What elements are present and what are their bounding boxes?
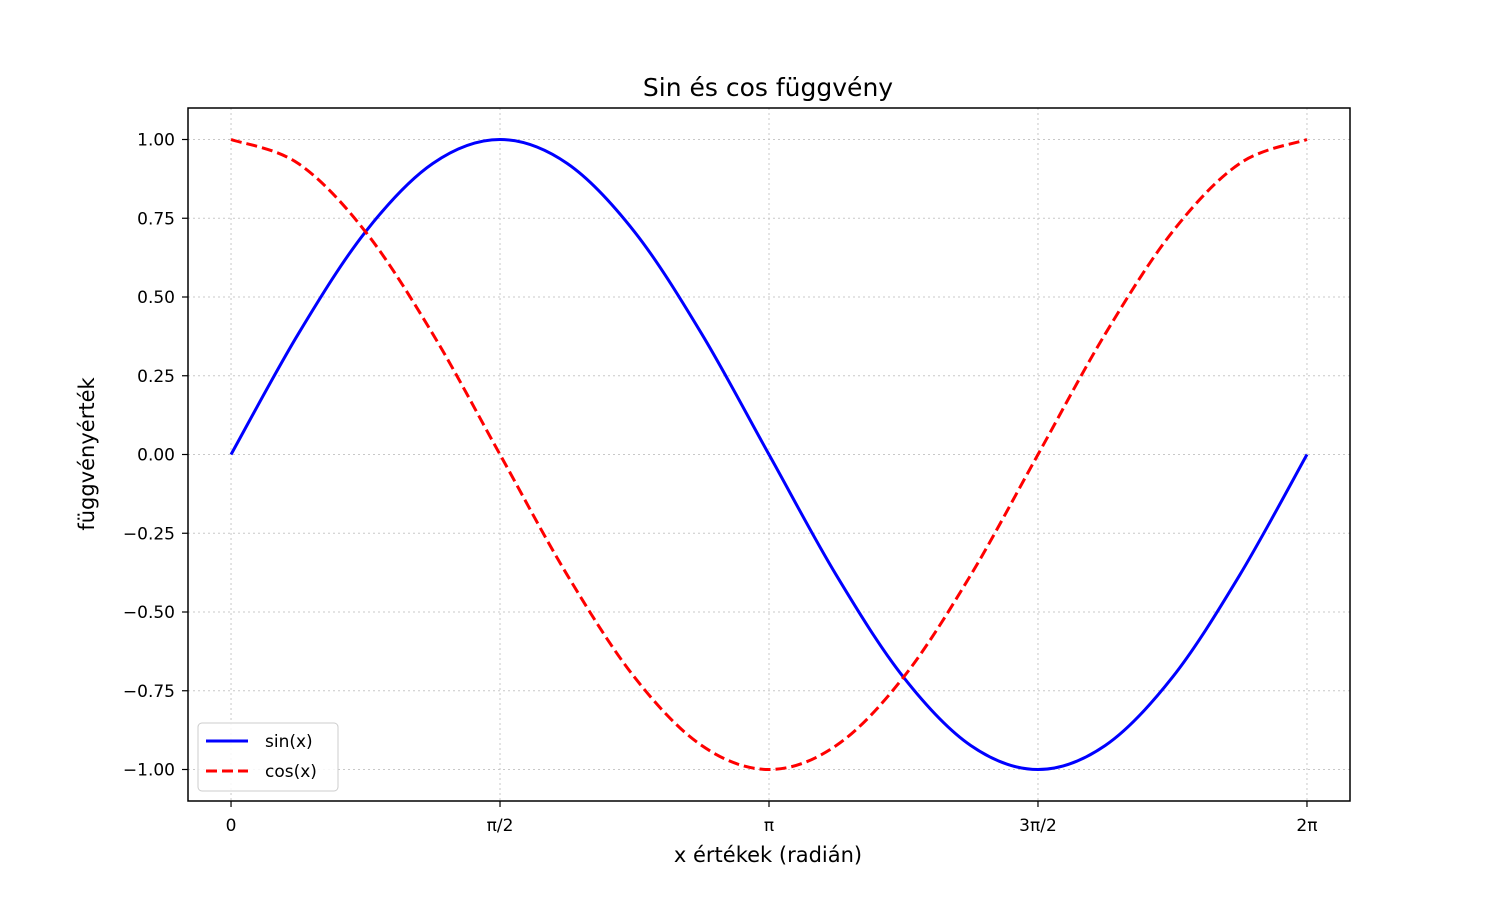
y-tick-label: 1.00 — [137, 131, 175, 151]
series-line-sinx — [229, 138, 1309, 771]
chart-title: Sin és cos függvény — [643, 73, 893, 102]
x-tick-label: 0 — [226, 816, 237, 836]
y-axis-label: függvényérték — [75, 377, 99, 531]
y-tick-label: 0.75 — [137, 209, 175, 229]
x-tick-label: π — [764, 816, 774, 836]
series-line-cosx — [230, 138, 1308, 771]
legend-label: sin(x) — [265, 732, 313, 752]
legend-label: cos(x) — [265, 762, 317, 782]
y-tick-label: 0.50 — [137, 288, 175, 308]
x-axis-label: x értékek (radián) — [674, 843, 862, 867]
plot-area — [229, 138, 1309, 771]
y-tick-label: −0.25 — [123, 524, 175, 544]
y-tick-label: −0.75 — [123, 682, 175, 702]
x-axis: 0 π/2 π 3π/2 2π — [226, 801, 1317, 836]
y-axis: 1.00 0.75 0.50 0.25 0.00 −0.25 −0.50 −0.75 −1.00 — [123, 131, 188, 781]
x-tick-label: 2π — [1296, 816, 1317, 836]
y-tick-label: −1.00 — [123, 761, 175, 781]
x-tick-label: 3π/2 — [1019, 816, 1057, 836]
y-tick-label: 0.25 — [137, 367, 175, 387]
y-tick-label: −0.50 — [123, 603, 175, 623]
y-tick-label: 0.00 — [137, 446, 175, 466]
legend: sin(x) cos(x) — [197, 722, 339, 792]
x-tick-label: π/2 — [487, 816, 514, 836]
